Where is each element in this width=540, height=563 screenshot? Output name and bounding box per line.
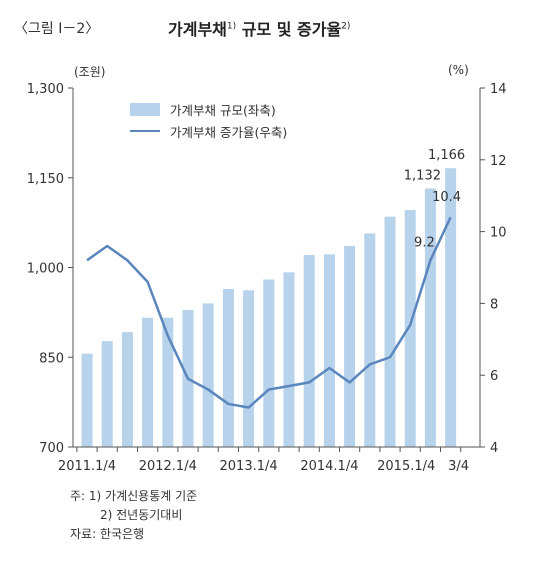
figure-title: 가계부채1) 규모 및 증가율2) [168,16,350,40]
x-tick-label-2015.1/4: 2015.1/4 [377,459,435,474]
bar-2014.3/4 [364,233,376,447]
left-tick-label-1,000: 1,000 [27,262,64,277]
x-tick-label-2012.1/4: 2012.1/4 [139,459,197,474]
bar-2012.1/4 [162,317,174,447]
bar-2015.2/4 [424,188,436,447]
legend: 가계부채 규모(좌축) 가계부채 증가율(우축) [130,98,287,142]
right-tick-label-14: 14 [490,82,507,97]
data-label-bar-2015q3: 1,166 [428,148,465,163]
left-axis-unit: (조원) [74,65,106,79]
right-tick-label-4: 4 [490,441,498,456]
title-main: 가계부채 [168,20,227,39]
legend-line-label: 가계부채 증가율(우축) [170,124,288,140]
legend-bar-label: 가계부채 규모(좌축) [170,102,276,118]
right-tick-label-10: 10 [490,226,507,241]
legend-bar-swatch [130,102,160,116]
note-2: 2) 전년동기대비 [100,508,183,522]
title-note-1: 1) [226,21,237,32]
growth-rate-line [86,216,452,409]
bar-2013.3/4 [283,272,295,447]
bar-2014.2/4 [344,245,356,447]
x-tick-label-2011.1/4: 2011.1/4 [58,459,116,474]
bar-2012.4/4 [222,289,234,447]
data-label-line-2015q2: 9.2 [414,235,435,250]
title-note-2: 2) [341,21,351,32]
data-label-line-2015q3: 10.4 [432,190,461,205]
left-tick-label-1,150: 1,150 [27,172,64,187]
bar-2014.1/4 [323,254,335,447]
bar-2012.3/4 [202,303,214,447]
bar-2011.4/4 [142,317,154,447]
right-tick-label-8: 8 [490,297,498,312]
figure-label: 〈그림 Ⅰ－2〉 [14,21,100,37]
legend-item-bar: 가계부채 규모(좌축) [130,98,287,120]
bar-2015.1/4 [404,210,416,447]
bar-2014.4/4 [384,216,396,447]
x-tick-label-2013.1/4: 2013.1/4 [220,459,278,474]
bar-2011.1/4 [81,353,93,447]
bar-2013.4/4 [303,254,315,447]
note-1: 주: 1) 가계신용통계 기준 [70,489,198,503]
bar-2013.2/4 [263,279,275,447]
x-tick-label-3/4: 3/4 [448,459,469,474]
source-note: 자료: 한국은행 [70,527,145,541]
bar-2011.3/4 [121,332,133,447]
left-tick-label-1,300: 1,300 [27,82,64,97]
legend-line-swatch [130,130,160,132]
x-tick-label-2014.1/4: 2014.1/4 [300,459,358,474]
left-tick-label-700: 700 [39,441,64,456]
data-label-bar-2015q2: 1,132 [404,169,441,184]
title-tail: 규모 및 증가율 [236,20,342,39]
legend-item-line: 가계부채 증가율(우축) [130,120,287,142]
right-tick-label-12: 12 [490,154,507,169]
bar-2013.1/4 [243,290,255,447]
chart-notes: 주: 1) 가계신용통계 기준 2) 전년동기대비 자료: 한국은행 [70,487,197,544]
right-tick-label-6: 6 [490,369,498,384]
right-axis-unit: (%) [448,63,469,77]
bar-2011.2/4 [101,341,113,447]
bar-2015.3/4 [445,168,457,447]
left-tick-label-850: 850 [39,351,64,366]
